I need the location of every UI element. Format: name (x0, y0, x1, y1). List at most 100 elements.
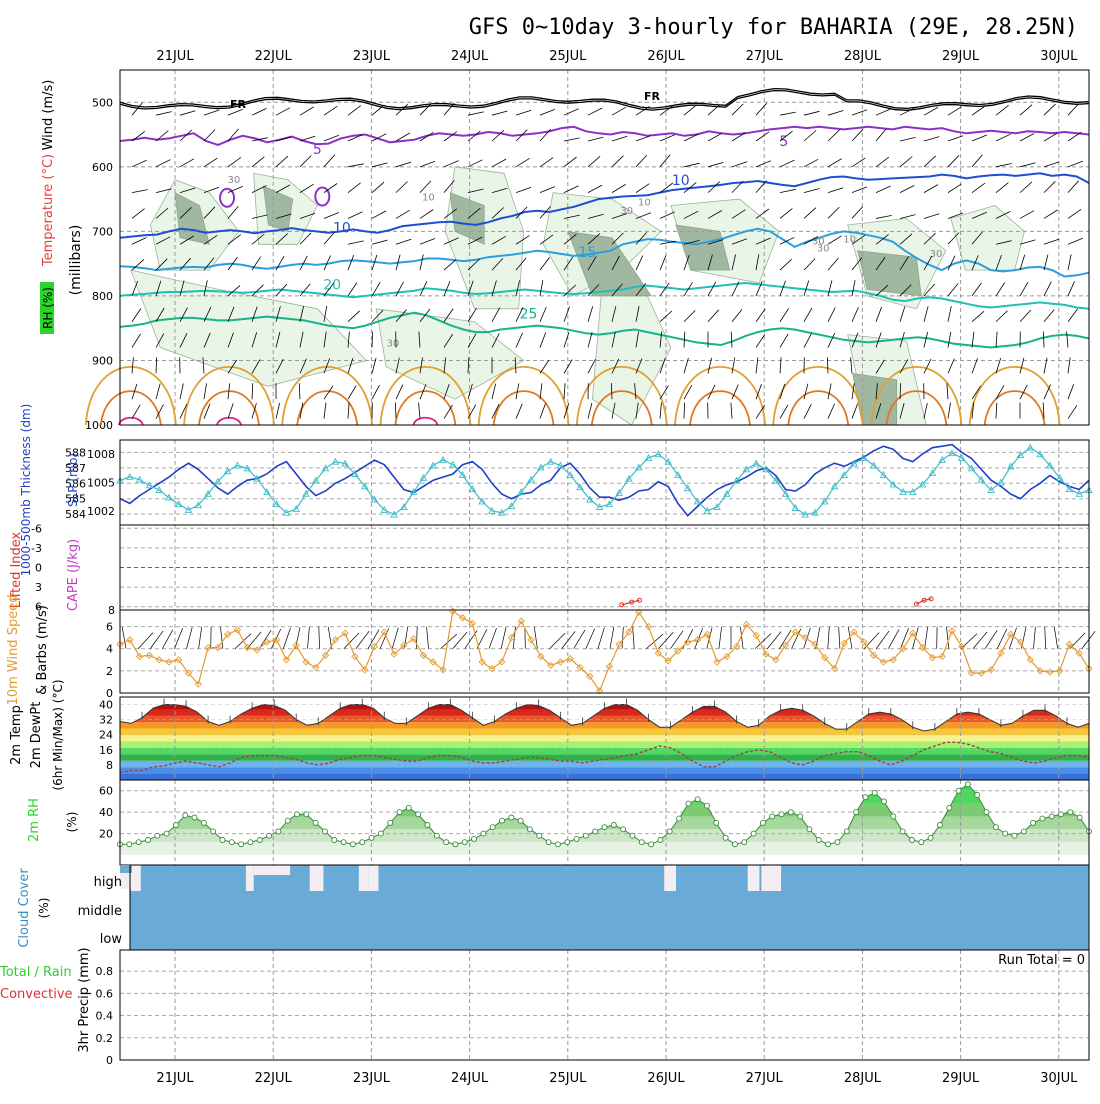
isotherm-label: 10 (672, 173, 690, 189)
wind-barb (300, 156, 311, 167)
wind-barb (636, 213, 651, 219)
date-label-top: 28JUL (844, 49, 882, 64)
wind-barb (924, 306, 928, 321)
cloud-level-label: high (94, 875, 122, 890)
rh-contour-label: 10 (422, 192, 435, 203)
wind-barb (276, 156, 288, 167)
wind-barb (876, 215, 892, 218)
rh-marker (481, 831, 486, 836)
run-total-label: Run Total = 0 (998, 953, 1085, 968)
ylabel-rh: RH (%) (41, 287, 55, 329)
wind-barb (540, 257, 550, 270)
wind-barb (372, 385, 380, 399)
precip-tick-label: 0.8 (96, 965, 114, 978)
rh-marker (555, 842, 560, 847)
rh-marker (406, 805, 411, 810)
rh-marker (667, 829, 672, 834)
cloud-gap-high (664, 865, 676, 891)
rh-contour-label: 30 (930, 249, 943, 260)
date-label-bottom: 27JUL (746, 1071, 784, 1086)
wind-barb (660, 212, 675, 219)
rh-marker (276, 829, 281, 834)
wind-barb (1068, 161, 1083, 167)
rh-marker (1059, 812, 1064, 817)
wind-barb (252, 157, 264, 167)
rh-marker (490, 825, 495, 830)
wind-barb (1044, 310, 1054, 322)
wind-barb (828, 130, 840, 141)
rh-marker (798, 814, 803, 819)
wind-barb (708, 282, 716, 296)
wind-barb (132, 334, 141, 348)
wind-barb-10m (199, 627, 202, 649)
wind-barb-10m (598, 628, 604, 649)
isotherm-35-loop (494, 391, 554, 425)
rh-marker (686, 801, 691, 806)
freezing-level-line (120, 89, 1089, 109)
rh-marker (239, 842, 244, 847)
wind-barb (732, 104, 743, 115)
wind-barb (731, 332, 732, 348)
wind-barb (876, 157, 889, 167)
rh-marker (695, 797, 700, 802)
wind-barb (396, 182, 408, 193)
wind-barb (132, 209, 145, 219)
wind-barb (1020, 282, 1028, 296)
wind-barb (684, 332, 685, 348)
wind-barb (780, 160, 795, 167)
wind-barb (684, 105, 696, 115)
wind-barb (1020, 211, 1034, 219)
wind-barb (972, 106, 985, 115)
rh-marker (425, 823, 430, 828)
rh-marker (677, 816, 682, 821)
wind-barb (564, 157, 577, 167)
wind-barb (756, 358, 758, 374)
rh-marker (639, 840, 644, 845)
wind-barb-10m (839, 627, 840, 649)
wind-barb (756, 161, 771, 167)
wind-barb (996, 403, 997, 419)
wind-barb (900, 185, 914, 192)
rh-marker (462, 840, 467, 845)
wind-barb (299, 383, 300, 399)
rh-marker (807, 827, 812, 832)
wind-barb (588, 306, 593, 321)
rh-marker (602, 825, 607, 830)
pressure-tick-label: 900 (92, 354, 113, 367)
wind-barb (492, 111, 508, 115)
wind-barb (876, 186, 891, 193)
wind-barb (540, 307, 546, 322)
rh-marker (583, 833, 588, 838)
wind-barb (419, 403, 420, 419)
wind-barb (780, 208, 792, 218)
rh-marker (527, 827, 532, 832)
wind-barb (972, 283, 981, 296)
wind-barb-10m (610, 627, 614, 649)
wind-barb (396, 282, 404, 296)
temp-tick-label: 40 (99, 699, 113, 712)
rh-marker (649, 842, 654, 847)
rh-shade-area (592, 283, 671, 425)
wind-barb (396, 385, 403, 399)
wind-barb (1068, 104, 1079, 116)
wind-barb (516, 333, 523, 348)
rh-marker (332, 838, 337, 843)
wind-barb (540, 360, 549, 373)
wind-barb (348, 106, 361, 116)
precip-tick-label: 0 (106, 1054, 113, 1067)
wind-barb-10m (985, 630, 997, 648)
wind-barb (996, 311, 1008, 322)
wind-barb (924, 137, 939, 141)
wind-barb-10m (719, 627, 722, 649)
wind-barb (444, 281, 450, 296)
wind-barb (732, 309, 742, 321)
panel-frame (120, 950, 1089, 1060)
wind-barb (684, 163, 700, 167)
wind-barb (972, 155, 983, 167)
rh-marker (397, 810, 402, 815)
wind-barb (588, 403, 592, 419)
wind-barb (564, 138, 580, 141)
rh-marker (201, 820, 206, 825)
